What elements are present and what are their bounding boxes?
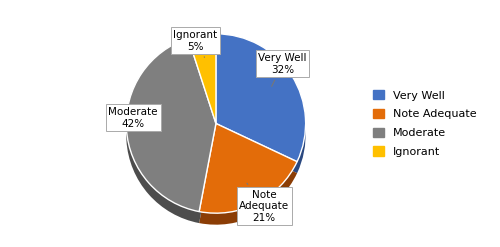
Wedge shape	[126, 50, 216, 223]
Legend: Very Well, Note Adequate, Moderate, Ignorant: Very Well, Note Adequate, Moderate, Igno…	[368, 86, 481, 161]
Wedge shape	[216, 45, 306, 173]
Wedge shape	[199, 124, 297, 213]
Wedge shape	[188, 34, 216, 124]
Wedge shape	[188, 45, 216, 135]
Text: Ignorant
5%: Ignorant 5%	[173, 30, 218, 57]
Text: Note
Adequate
21%: Note Adequate 21%	[239, 183, 290, 223]
Text: Moderate
42%: Moderate 42%	[108, 107, 158, 128]
Text: Very Well
32%: Very Well 32%	[258, 53, 307, 86]
Wedge shape	[199, 135, 297, 225]
Wedge shape	[126, 38, 216, 212]
Wedge shape	[216, 34, 306, 162]
